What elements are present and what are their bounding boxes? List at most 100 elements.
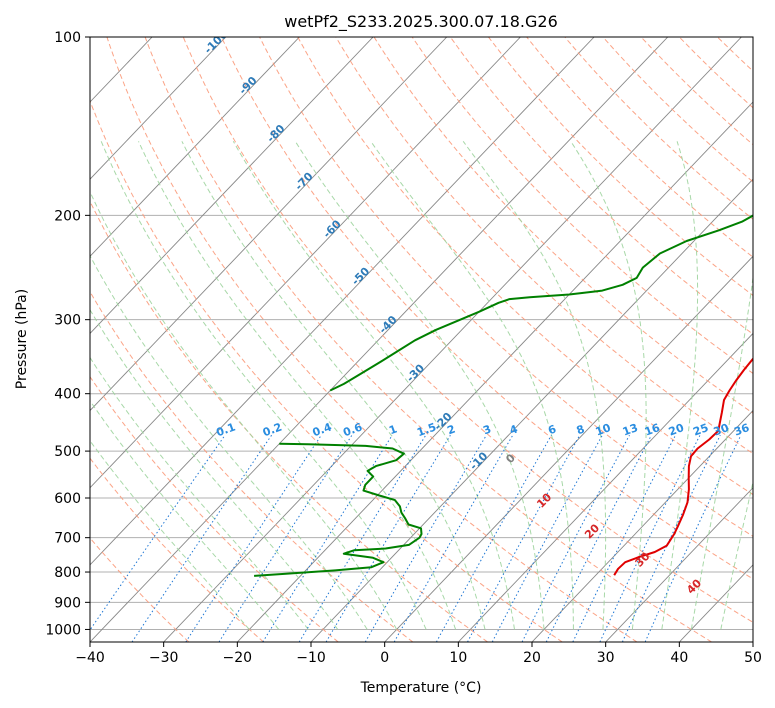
- moist-adiabat: [370, 141, 574, 630]
- dry-adiabat: [90, 200, 488, 642]
- dry-adiabat: [90, 537, 190, 642]
- mixing-ratio-line: [364, 434, 487, 642]
- mixing-ratio-label: 0.6: [341, 420, 364, 439]
- temperature-profile-line: [613, 357, 753, 576]
- isotherm--60: [90, 37, 521, 489]
- mixing-ratio-label: 30: [712, 421, 731, 439]
- y-tick-label: 500: [54, 444, 81, 460]
- y-tick-label: 800: [54, 565, 81, 581]
- mixing-ratio-line: [435, 434, 552, 642]
- profile-series: [254, 214, 753, 577]
- x-tick-label: −20: [223, 650, 253, 666]
- mixing-ratio-label: 8: [575, 422, 587, 437]
- dry-adiabat: [602, 37, 753, 183]
- moist-adiabat: [294, 141, 545, 630]
- skewed-isotherms: [90, 37, 753, 642]
- isobar-gridlines: [90, 37, 753, 630]
- y-tick-label: 300: [54, 313, 81, 329]
- dry-adiabat: [90, 99, 563, 642]
- dry-adiabat: [182, 37, 753, 623]
- dry-adiabat: [335, 37, 753, 455]
- mixing-ratio-line: [467, 434, 581, 642]
- isotherm--10: [310, 178, 753, 642]
- x-tick-label: 30: [597, 650, 615, 666]
- dry-adiabat: [411, 37, 753, 375]
- y-axis-label: Pressure (hPa): [14, 289, 30, 389]
- dry-adiabat: [90, 457, 264, 642]
- dry-adiabat: [640, 37, 753, 146]
- plot-frame: [89, 36, 754, 643]
- mixing-ratio-line: [262, 434, 393, 642]
- y-tick-label: 400: [54, 387, 81, 403]
- isotherm-30: [605, 487, 753, 642]
- x-axis-ticks: −40 −30 −20 −10 0 10 20 30 40 50: [75, 642, 762, 666]
- chart-title: wetPf2_S233.2025.300.07.18.G26: [284, 12, 558, 32]
- isotherm--40: [90, 37, 669, 642]
- x-tick-label: 20: [523, 650, 541, 666]
- x-tick-label: 50: [744, 650, 762, 666]
- mixing-ratio-label: 0.1: [214, 420, 237, 439]
- dry-adiabat: [220, 37, 753, 580]
- x-tick-label: −40: [75, 650, 105, 666]
- mixing-ratio-lines: [90, 434, 742, 642]
- mixing-ratio-label: 6: [546, 422, 558, 437]
- y-tick-label: 100: [54, 30, 81, 46]
- mixing-ratio-line: [572, 434, 676, 642]
- mixing-ratio-label: 1.5: [415, 420, 438, 439]
- dry-adiabat: [106, 37, 638, 642]
- x-tick-label: 10: [449, 650, 467, 666]
- mixing-ratio-line: [185, 434, 322, 642]
- isotherm-10: [458, 332, 753, 642]
- isotherm--100: [90, 37, 227, 180]
- mixing-ratio-label: 0.4: [311, 420, 334, 439]
- y-tick-label: 600: [54, 491, 81, 507]
- x-axis-label: Temperature (°C): [360, 680, 482, 696]
- mixing-ratio-line: [545, 434, 652, 642]
- moist-adiabat: [232, 141, 515, 630]
- moist-adiabat: [90, 439, 250, 630]
- isotherm-20: [531, 409, 753, 642]
- mixing-ratio-label: 13: [621, 421, 640, 438]
- mixing-ratio-line: [131, 434, 273, 642]
- mixing-ratio-line: [90, 434, 226, 631]
- moist-adiabat: [90, 308, 339, 630]
- mixing-ratio-label: 10: [594, 421, 613, 439]
- isotherm--90: [90, 37, 300, 257]
- moist-adiabat: [90, 254, 368, 630]
- dry-adiabat: [259, 37, 753, 537]
- moist-adiabat: [462, 141, 607, 630]
- isotherm--70: [90, 37, 448, 412]
- mixing-ratio-label: 2: [445, 422, 457, 437]
- y-axis-ticks: 1000 900 800 700 600 500 400 300 200 100: [45, 30, 90, 638]
- mixing-ratio-label: 1: [387, 422, 399, 437]
- y-tick-label: 200: [54, 208, 81, 224]
- moist-adiabat: [720, 480, 753, 630]
- mixing-ratio-line: [218, 434, 353, 642]
- mixing-ratio-line: [298, 434, 427, 642]
- mixing-ratio-label: 3: [481, 422, 493, 437]
- mixing-ratio-label: 36: [732, 421, 751, 439]
- moist-adiabat: [100, 141, 427, 630]
- isotherm--20: [237, 101, 753, 642]
- x-tick-label: −10: [296, 650, 326, 666]
- mixing-ratio-label: 25: [691, 421, 710, 438]
- moist-adiabat: [90, 356, 309, 630]
- y-tick-label: 900: [54, 595, 81, 611]
- dry-adiabat: [297, 37, 753, 496]
- dry-adiabat: [564, 37, 753, 220]
- mixing-ratio-label: 20: [667, 421, 686, 439]
- mixing-ratio-label: 4: [508, 422, 520, 437]
- isotherm--30: [163, 37, 742, 642]
- mixing-ratio-label: 0.2: [261, 420, 284, 439]
- x-tick-label: 40: [670, 650, 688, 666]
- dry-adiabats: [90, 37, 753, 642]
- moist-adiabat: [181, 141, 486, 630]
- moist-adiabats: [90, 141, 753, 630]
- isotherm-0: [384, 255, 753, 642]
- mixing-ratio-label: 16: [643, 421, 662, 439]
- moist-adiabat: [690, 274, 753, 630]
- x-tick-label: −30: [149, 650, 179, 666]
- dry-adiabat: [373, 37, 753, 414]
